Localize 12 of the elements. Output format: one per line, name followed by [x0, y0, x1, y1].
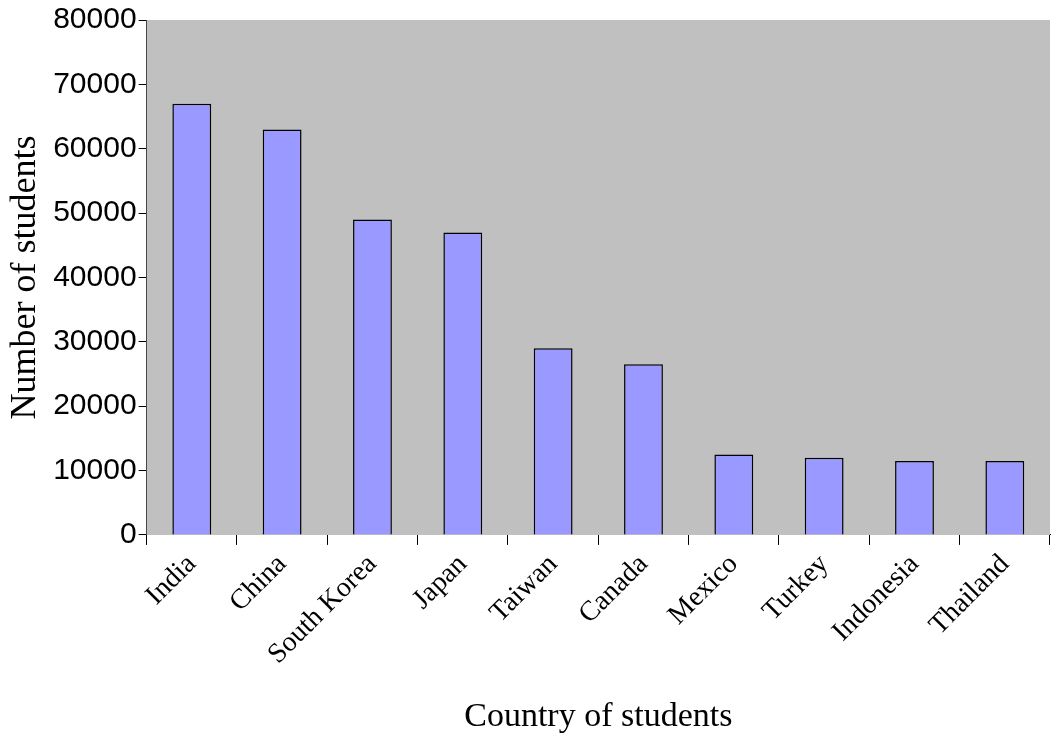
y-tick-label: 10000	[53, 451, 137, 485]
y-axis-title: Number of students	[3, 135, 44, 420]
y-tick-label: 70000	[53, 65, 137, 99]
y-tick-label: 20000	[53, 387, 137, 421]
y-tick-label: 40000	[53, 258, 137, 292]
x-tick-label: India	[138, 546, 202, 610]
y-tick-label: 80000	[53, 1, 137, 35]
y-tick-label: 50000	[53, 194, 137, 228]
y-tick-label: 60000	[53, 129, 137, 163]
y-tick-label: 30000	[53, 323, 137, 357]
y-tick-label: 0	[119, 516, 137, 550]
x-axis-title: Country of students	[464, 695, 733, 733]
